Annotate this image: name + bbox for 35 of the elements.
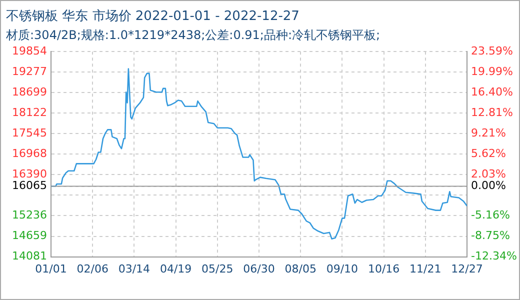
y2-tick-label: -12.34% [471, 250, 517, 263]
y-tick-label: 14659 [12, 229, 47, 242]
y-tick-label: 17545 [12, 126, 47, 140]
x-tick-label: 02/06 [76, 262, 108, 276]
x-tick-label: 05/25 [202, 262, 234, 276]
y-tick-label: 16065 [12, 179, 47, 192]
x-tick-label: 10/16 [368, 262, 400, 276]
y-tick-label: 19854 [12, 44, 47, 58]
x-tick-label: 04/19 [160, 262, 192, 276]
y-tick-label: 15236 [12, 208, 47, 222]
y2-tick-label: 5.62% [471, 147, 506, 160]
y-tick-label: 14081 [12, 250, 47, 263]
y2-tick-label: 12.81% [471, 106, 513, 120]
y-tick-label: 19277 [12, 64, 47, 78]
y2-tick-label: 23.59% [471, 44, 513, 58]
x-tick-label: 08/05 [284, 262, 316, 276]
x-tick-label: 06/30 [243, 262, 275, 276]
x-tick-label: 09/10 [326, 262, 358, 276]
y-tick-label: 16390 [12, 168, 47, 181]
y2-tick-label: 19.99% [471, 65, 513, 78]
y2-tick-label: -5.16% [471, 208, 510, 222]
x-tick-label: 12/27 [451, 262, 483, 276]
x-tick-label: 03/14 [118, 262, 150, 276]
chart-title: 不锈钢板 华东 市场价 2022-01-01 - 2022-12-27 [6, 8, 300, 25]
y-tick-label: 16968 [12, 147, 47, 160]
y2-tick-label: 16.40% [471, 86, 513, 99]
x-tick-label: 11/21 [410, 262, 442, 276]
x-tick-label: 01/01 [35, 262, 67, 276]
y-tick-label: 18122 [12, 106, 47, 120]
y2-tick-label: 2.03% [471, 168, 506, 181]
y2-tick-label: -8.75% [471, 229, 510, 242]
y-tick-label: 18699 [12, 86, 47, 99]
y2-tick-label: 0.00% [471, 179, 506, 192]
chart-subtitle: 材质:304/2B;规格:1.0*1219*2438;公差:0.91;品种:冷轧不锈钢平板; [6, 27, 380, 44]
y2-tick-label: 9.21% [471, 126, 506, 140]
